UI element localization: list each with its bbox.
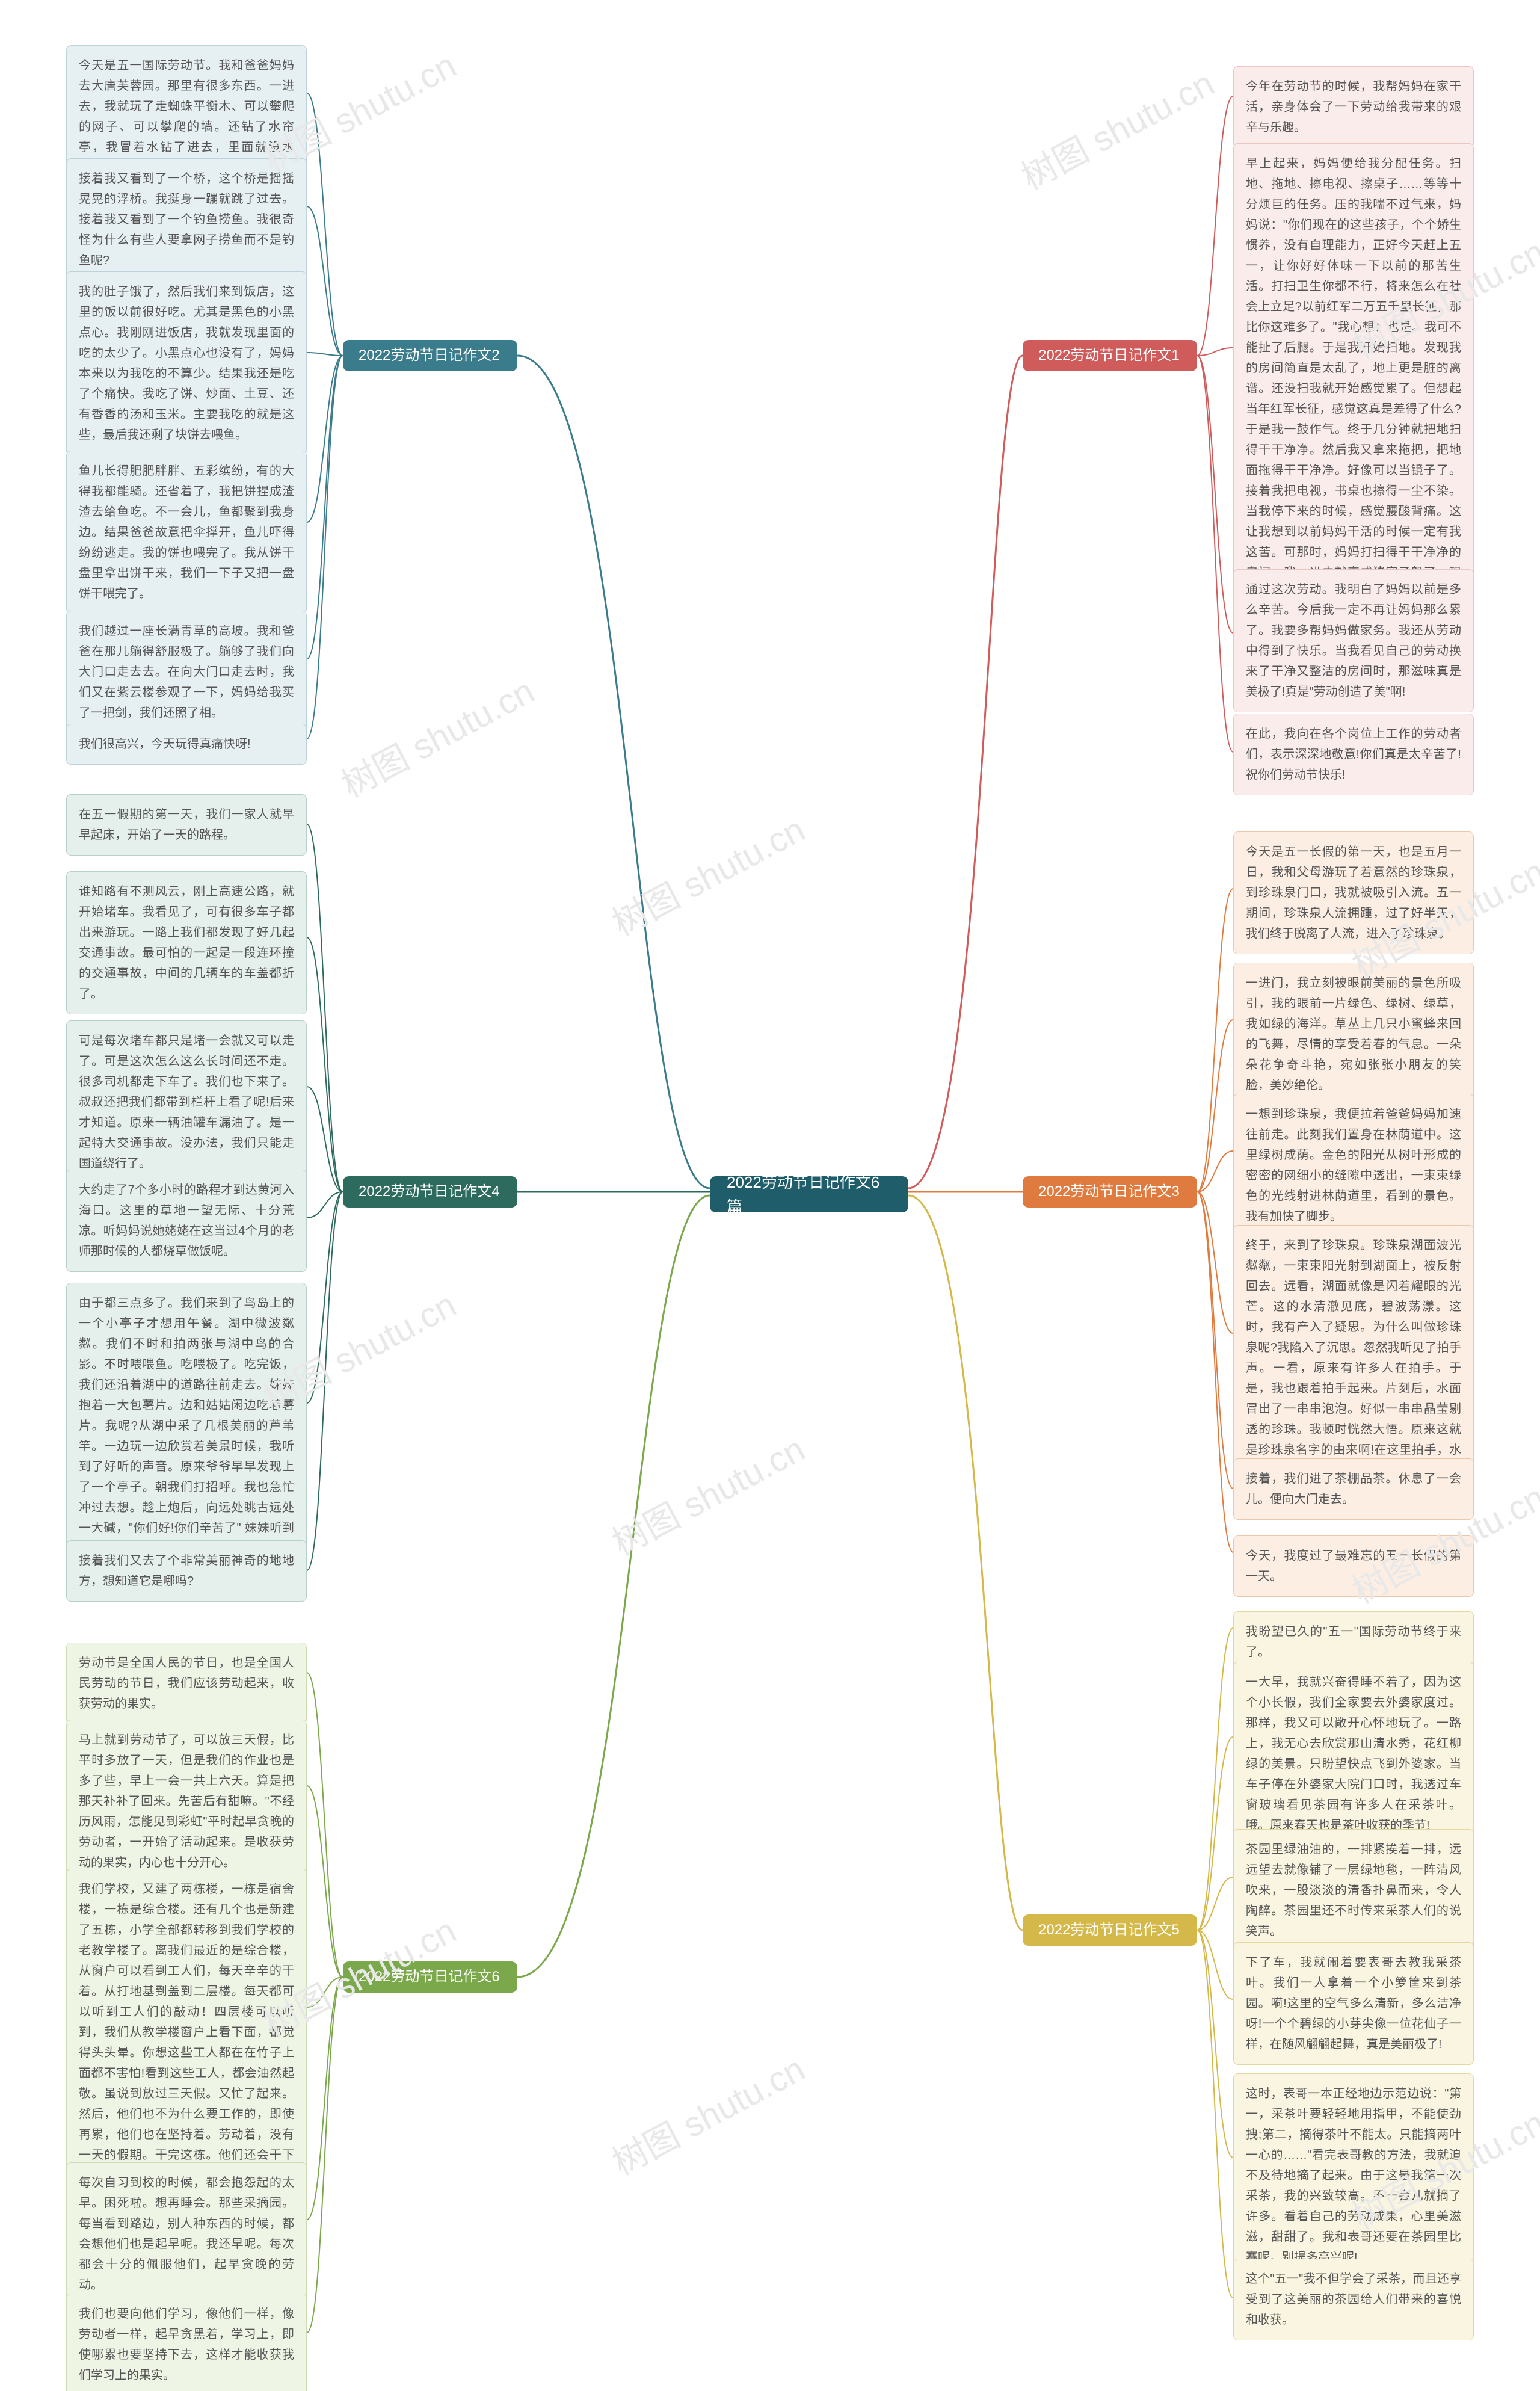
watermark: 树图 shutu.cn	[602, 801, 813, 945]
mindmap-leaf-node[interactable]: 早上起来，妈妈便给我分配任务。扫地、拖地、擦电视、擦桌子……等等十分烦巨的任务。…	[1233, 143, 1474, 634]
mindmap-leaf-node[interactable]: 通过这次劳动。我明白了妈妈以前是多么辛苦。今后我一定不再让妈妈那么累了。我要多帮…	[1233, 569, 1474, 712]
mindmap-leaf-node[interactable]: 鱼儿长得肥肥胖胖、五彩缤纷，有的大得我都能骑。还省着了，我把饼捏成渣渣去给鱼吃。…	[66, 451, 307, 614]
mindmap-leaf-node[interactable]: 一想到珍珠泉，我便拉着爸爸妈妈加速往前走。此刻我们置身在林荫道中。这里绿树成荫。…	[1233, 1094, 1474, 1237]
connector-edge	[307, 1977, 343, 2220]
connector-edge	[307, 356, 343, 522]
connector-edge	[1197, 356, 1233, 633]
mindmap-leaf-node[interactable]: 大约走了7个多小时的路程才到达黄河入海口。这里的草地一望无际、十分荒凉。听妈妈说…	[66, 1170, 307, 1272]
mindmap-leaf-node[interactable]: 今年在劳动节的时候，我帮妈妈在家干活，亲身体会了一下劳动给我带来的艰辛与乐趣。	[1233, 66, 1474, 148]
mindmap-leaf-node[interactable]: 我们也要向他们学习，像他们一样，像劳动者一样，起早贪黑着，学习上，即使哪累也要坚…	[66, 2294, 307, 2391]
mindmap-leaf-node[interactable]: 今天是五一长假的第一天，也是五月一日，我和父母游玩了着意然的珍珠泉，到珍珠泉门口…	[1233, 831, 1474, 954]
watermark: 树图 shutu.cn	[602, 1421, 813, 1565]
connector-edge	[908, 356, 1023, 1188]
mindmap-leaf-node[interactable]: 每次自习到校的时候，都会抱怨起的太早。困死啦。想再睡会。那些采摘园。每当看到路边…	[66, 2162, 307, 2306]
mindmap-leaf-node[interactable]: 一进门，我立刻被眼前美丽的景色所吸引，我的眼前一片绿色、绿树、绿草，我如绿的海洋…	[1233, 963, 1474, 1106]
connector-edge	[1197, 1628, 1233, 1930]
mindmap-leaf-node[interactable]: 可是每次堵车都只是堵一会就又可以走了。可是这次怎么这么长时间还不走。很多司机都走…	[66, 1020, 307, 1184]
connector-edge	[1197, 96, 1233, 356]
watermark: 树图 shutu.cn	[1011, 55, 1222, 199]
mindmap-leaf-node[interactable]: 接着我们又去了个非常美丽神奇的地地方，想知道它是哪吗?	[66, 1540, 307, 1602]
mindmap-branch-node[interactable]: 2022劳动节日记作文1	[1023, 340, 1197, 371]
mindmap-center-node[interactable]: 2022劳动节日记作文6篇	[710, 1176, 908, 1212]
mindmap-leaf-node[interactable]: 马上就到劳动节了，可以放三天假，比平时多放了一天，但是我们的作业也是多了些，早上…	[66, 1720, 307, 1883]
connector-edge	[307, 356, 343, 739]
connector-edge	[307, 1977, 343, 2333]
connector-edge	[307, 353, 343, 356]
mindmap-leaf-node[interactable]: 谁知路有不测风云，刚上高速公路，就开始堵车。我看见了，可有很多车子都出来游玩。一…	[66, 871, 307, 1014]
mindmap-leaf-node[interactable]: 接着我又看到了一个桥，这个桥是摇摇晃晃的浮桥。我挺身一蹦就跳了过去。接着我又看到…	[66, 158, 307, 281]
watermark: 树图 shutu.cn	[331, 663, 542, 807]
mindmap-branch-node[interactable]: 2022劳动节日记作文5	[1023, 1914, 1197, 1946]
connector-edge	[1197, 1192, 1233, 1552]
mindmap-leaf-node[interactable]: 下了车，我就闹着要表哥去教我采茶叶。我们一人拿着一个小箩筐来到茶园。嗬!这里的空…	[1233, 1942, 1474, 2065]
connector-edge	[307, 93, 343, 356]
connector-edge	[307, 937, 343, 1192]
mindmap-leaf-node[interactable]: 我的肚子饿了，然后我们来到饭店，这里的饭以前很好吃。尤其是黑色的小黑点心。我刚刚…	[66, 271, 307, 455]
connector-edge	[307, 1192, 343, 1403]
mindmap-leaf-node[interactable]: 劳动节是全国人民的节日，也是全国人民劳动的节日，我们应该劳动起来，收获劳动的果实…	[66, 1643, 307, 1724]
connector-edge	[908, 1196, 1023, 1930]
mindmap-branch-node[interactable]: 2022劳动节日记作文4	[343, 1176, 517, 1208]
connector-edge	[307, 1977, 343, 2007]
connector-edge	[307, 1673, 343, 1977]
connector-edge	[1197, 1930, 1233, 2158]
connector-edge	[307, 356, 343, 659]
connector-edge	[1197, 348, 1233, 356]
mindmap-leaf-node[interactable]: 茶园里绿油油的，一排紧挨着一排，远远望去就像铺了一层绿地毯，一阵清风吹来，一股淡…	[1233, 1829, 1474, 1952]
connector-edge	[1197, 1930, 1233, 1999]
mindmap-branch-node[interactable]: 2022劳动节日记作文2	[343, 340, 517, 371]
connector-edge	[1197, 1930, 1233, 2298]
connector-edge	[1197, 356, 1233, 752]
mindmap-leaf-node[interactable]: 一大早，我就兴奋得睡不着了，因为这个小长假，我们全家要去外婆家度过。那样，我又可…	[1233, 1662, 1474, 1846]
mindmap-leaf-node[interactable]: 今天，我度过了最难忘的五一长假的第一天。	[1233, 1535, 1474, 1597]
connector-edge	[1197, 1192, 1233, 1489]
connector-edge	[307, 824, 343, 1192]
mindmap-branch-node[interactable]: 2022劳动节日记作文3	[1023, 1176, 1197, 1208]
connector-edge	[1197, 1877, 1233, 1930]
connector-edge	[307, 1786, 343, 1977]
mindmap-leaf-node[interactable]: 在此，我向在各个岗位上工作的劳动者们，表示深深地敬意!你们真是太辛苦了!祝你们劳…	[1233, 714, 1474, 795]
connector-edge	[307, 1192, 343, 1218]
connector-edge	[1197, 1737, 1233, 1930]
mindmap-leaf-node[interactable]: 这时，表哥一本正经地边示范边说："第一，采茶叶要轻轻地用指甲，不能使劲拽;第二，…	[1233, 2073, 1474, 2278]
mindmap-leaf-node[interactable]: 在五一假期的第一天，我们一家人就早早起床，开始了一天的路程。	[66, 794, 307, 856]
mindmap-leaf-node[interactable]: 终于，来到了珍珠泉。珍珠泉湖面波光粼粼，一束束阳光射到湖面上，被反射回去。远看，…	[1233, 1225, 1474, 1491]
connector-edge	[1197, 1151, 1233, 1192]
connector-edge	[307, 1087, 343, 1192]
mindmap-branch-node[interactable]: 2022劳动节日记作文6	[343, 1961, 517, 1993]
connector-edge	[517, 356, 710, 1188]
connector-edge	[307, 1192, 343, 1570]
connector-edge	[1197, 889, 1233, 1192]
mindmap-leaf-node[interactable]: 我们越过一座长满青草的高坡。我和爸爸在那儿躺得舒服极了。躺够了我们向大门口走去去…	[66, 611, 307, 733]
connector-edge	[517, 1196, 710, 1977]
mindmap-leaf-node[interactable]: 我们很高兴，今天玩得真痛快呀!	[66, 724, 307, 765]
connector-edge	[1197, 1020, 1233, 1192]
watermark: 树图 shutu.cn	[602, 2041, 813, 2185]
connector-edge	[1197, 1192, 1233, 1333]
connector-edge	[307, 206, 343, 356]
mindmap-leaf-node[interactable]: 接着，我们进了茶棚品茶。休息了一会儿。便向大门走去。	[1233, 1458, 1474, 1520]
mindmap-leaf-node[interactable]: 这个"五一"我不但学会了采茶，而且还享受到了这美丽的茶园给人们带来的喜悦和收获。	[1233, 2259, 1474, 2340]
